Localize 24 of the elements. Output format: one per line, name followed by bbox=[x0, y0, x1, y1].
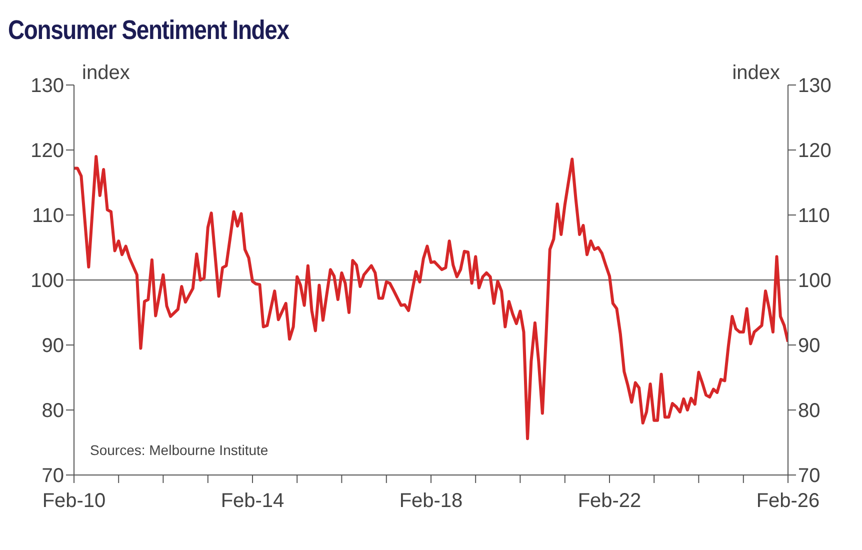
y2-tick-label: 80 bbox=[798, 400, 820, 422]
x-tick-label: Feb-10 bbox=[42, 490, 106, 512]
y2-tick-label: 100 bbox=[798, 270, 832, 292]
y-tick-label: 80 bbox=[42, 400, 64, 422]
x-tick-label: Feb-14 bbox=[220, 490, 284, 512]
chart-title: Consumer Sentiment Index bbox=[8, 14, 290, 47]
y-tick-label: 90 bbox=[42, 335, 64, 358]
annotation: Sources: Melbourne Institute bbox=[90, 442, 268, 458]
y-tick-label: 130 bbox=[30, 75, 64, 98]
y2-tick-label: 90 bbox=[798, 335, 820, 358]
line-series bbox=[74, 155, 788, 440]
y-tick-label: 110 bbox=[32, 205, 64, 228]
y-tick-label: 120 bbox=[30, 140, 64, 162]
y-tick-label: 70 bbox=[42, 465, 64, 488]
y-axis-title: index bbox=[82, 62, 130, 84]
y-tick-label: 100 bbox=[30, 270, 64, 292]
y2-tick-label: 110 bbox=[798, 205, 830, 228]
x-tick-label: Feb-26 bbox=[756, 490, 820, 512]
x-tick-label: Feb-22 bbox=[578, 490, 642, 512]
x-tick-label: Feb-18 bbox=[399, 490, 463, 512]
y2-axis-title: index bbox=[732, 62, 780, 84]
y2-tick-label: 70 bbox=[798, 465, 820, 488]
y2-tick-label: 130 bbox=[798, 75, 832, 98]
y2-tick-label: 120 bbox=[798, 140, 832, 162]
